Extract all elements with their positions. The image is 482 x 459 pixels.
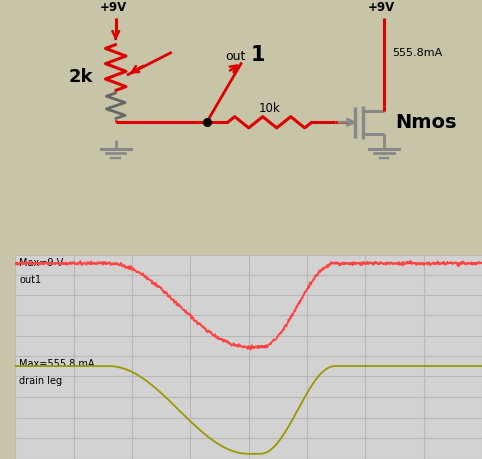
Text: out: out — [226, 50, 246, 63]
Text: out1: out1 — [19, 275, 41, 285]
Text: Max=9 V: Max=9 V — [19, 258, 64, 268]
Text: 1: 1 — [251, 45, 266, 65]
Text: drain leg: drain leg — [19, 376, 62, 386]
Text: 10k: 10k — [259, 101, 281, 115]
Text: +9V: +9V — [100, 1, 127, 15]
Text: 2k: 2k — [68, 67, 93, 85]
Text: +9V: +9V — [368, 1, 395, 15]
Text: Nmos: Nmos — [395, 113, 457, 132]
Text: Max=555.8 mA: Max=555.8 mA — [19, 359, 94, 369]
Text: 555.8mA: 555.8mA — [392, 48, 442, 58]
